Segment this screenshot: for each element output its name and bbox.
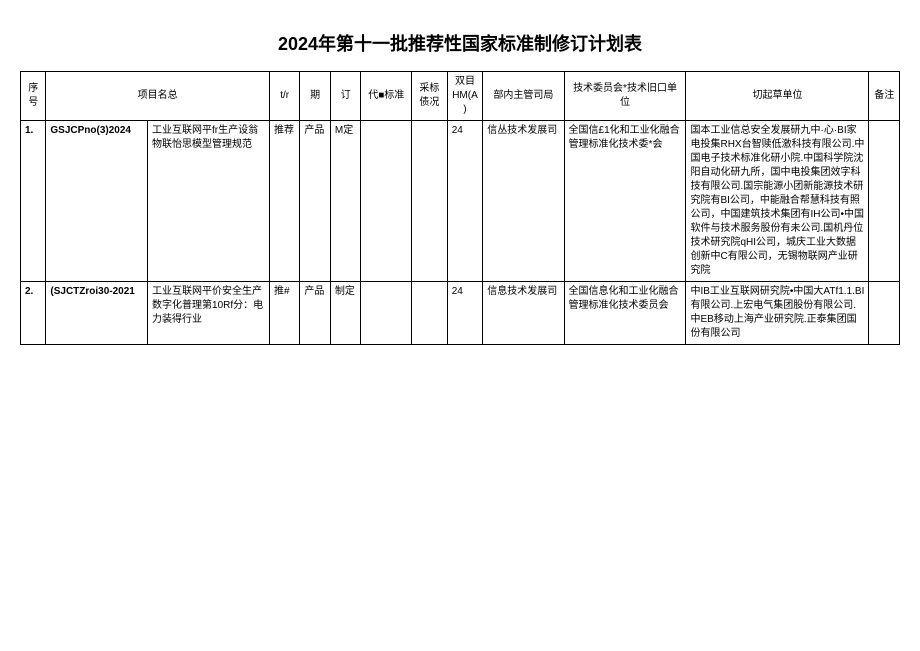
cell-seq: 1. — [21, 121, 46, 282]
cell-c5: 产品 — [300, 121, 330, 282]
cell-name: 工业互联网平fr生产设翁物联怡思模型管理规范 — [148, 121, 270, 282]
header-c6: 订 — [330, 72, 360, 121]
cell-c4: 推荐 — [269, 121, 299, 282]
cell-c13 — [869, 121, 900, 282]
cell-c12: 国本工业信总安全发展研九中·心·BI家电投集RHX台智赎低激科技有限公司.中国电… — [686, 121, 869, 282]
cell-id: (SJCTZroi30-2021 — [46, 282, 148, 345]
cell-seq: 2. — [21, 282, 46, 345]
cell-c8 — [412, 121, 448, 282]
table-header-row: 序号 项目名总 t/r 期 订 代■标准 采标债况 双目HM(A) 部内主管司局… — [21, 72, 900, 121]
cell-c7 — [361, 282, 412, 345]
header-c9: 双目HM(A) — [447, 72, 483, 121]
cell-c7 — [361, 121, 412, 282]
cell-c9: 24 — [447, 282, 483, 345]
cell-id: GSJCPno(3)2024 — [46, 121, 148, 282]
cell-c13 — [869, 282, 900, 345]
header-c11: 技术委员会*技术旧口单位 — [564, 72, 686, 121]
header-c7: 代■标准 — [361, 72, 412, 121]
cell-c10: 信息技术发展司 — [483, 282, 564, 345]
cell-c6: M定 — [330, 121, 360, 282]
header-c8: 采标债况 — [412, 72, 448, 121]
header-name: 项目名总 — [46, 72, 270, 121]
cell-name: 工业互联网平价安全生产数字化普理第10Rf分：电力装得行业 — [148, 282, 270, 345]
header-c12: 切起草单位 — [686, 72, 869, 121]
table-row: 1. GSJCPno(3)2024 工业互联网平fr生产设翁物联怡思模型管理规范… — [21, 121, 900, 282]
header-c13: 备注 — [869, 72, 900, 121]
header-seq: 序号 — [21, 72, 46, 121]
cell-c11: 全国信£1化和工业化融合管理标准化技术委*会 — [564, 121, 686, 282]
cell-c12: 中IB工业互联网研究院•中国大ATf1.1.BI有限公司.上宏电气集团股份有限公… — [686, 282, 869, 345]
cell-c4: 推# — [269, 282, 299, 345]
header-c5: 期 — [300, 72, 330, 121]
cell-c8 — [412, 282, 448, 345]
header-c10: 部内主管司局 — [483, 72, 564, 121]
cell-c5: 产品 — [300, 282, 330, 345]
page-title: 2024年第十一批推荐性国家标准制修订计划表 — [20, 30, 900, 56]
standards-table: 序号 项目名总 t/r 期 订 代■标准 采标债况 双目HM(A) 部内主管司局… — [20, 71, 900, 345]
cell-c6: 制定 — [330, 282, 360, 345]
cell-c11: 全国信息化和工业化融合管理标准化技术委员会 — [564, 282, 686, 345]
header-c4: t/r — [269, 72, 299, 121]
cell-c10: 信丛技术发展司 — [483, 121, 564, 282]
table-row: 2. (SJCTZroi30-2021 工业互联网平价安全生产数字化普理第10R… — [21, 282, 900, 345]
cell-c9: 24 — [447, 121, 483, 282]
